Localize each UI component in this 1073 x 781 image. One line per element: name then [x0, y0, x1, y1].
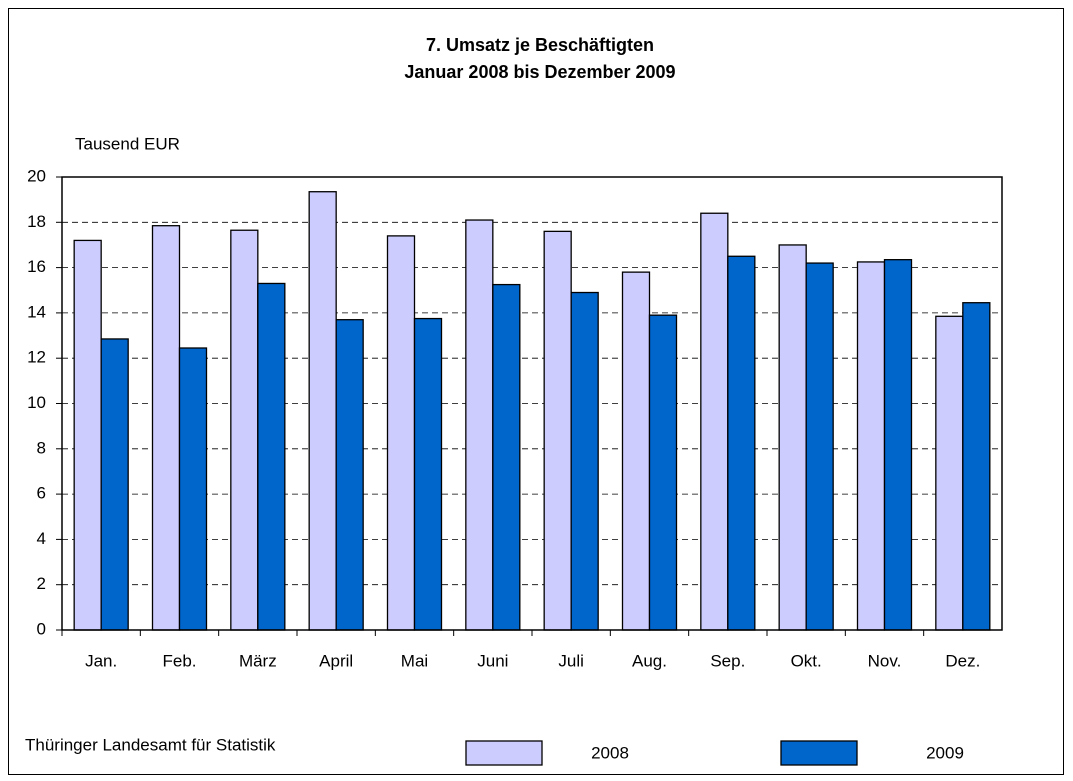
y-tick-label: 8: [37, 438, 46, 457]
x-tick-label: Nov.: [868, 651, 902, 670]
bar: [935, 315, 964, 631]
bar: [492, 283, 521, 631]
x-tick-label: Feb.: [162, 651, 196, 670]
y-tick-label: 20: [27, 166, 46, 185]
x-tick-label: Juli: [558, 651, 584, 670]
y-tick-label: 10: [27, 393, 46, 412]
bar: [335, 319, 364, 631]
bar: [883, 259, 913, 631]
chart-subtitle: Januar 2008 bis Dezember 2009: [404, 62, 675, 82]
y-tick-label: 4: [37, 529, 46, 548]
bar: [727, 255, 756, 631]
chart-title: 7. Umsatz je Beschäftigten: [426, 35, 654, 55]
bar: [805, 262, 834, 631]
bar: [308, 191, 337, 631]
y-tick-label: 14: [27, 302, 46, 321]
bar: [648, 314, 678, 631]
bar: [100, 338, 129, 631]
x-tick-label: Mai: [401, 651, 428, 670]
legend-swatch: [780, 740, 858, 766]
x-tick-label: Aug.: [632, 651, 667, 670]
legend-label: 2008: [591, 743, 629, 762]
y-tick-label: 18: [27, 212, 46, 231]
bar: [700, 212, 729, 631]
bar: [856, 261, 886, 631]
source: Thüringer Landesamt für Statistik: [25, 735, 276, 754]
y-tick-label: 12: [27, 348, 46, 367]
x-tick-label: Okt.: [791, 651, 822, 670]
bar: [73, 239, 102, 631]
bar: [621, 271, 651, 631]
x-tick-label: Dez.: [945, 651, 980, 670]
y-tick-label: 6: [37, 484, 46, 503]
x-tick-label: Sep.: [710, 651, 745, 670]
bar: [230, 229, 259, 631]
bar: [386, 235, 416, 631]
bar: [178, 347, 208, 631]
bar: [543, 230, 572, 631]
x-tick-label: Jan.: [85, 651, 117, 670]
bar: [413, 317, 443, 631]
y-tick-label: 2: [37, 574, 46, 593]
bar: [778, 244, 807, 631]
y-axis-label: Tausend EUR: [75, 134, 180, 153]
bar: [257, 282, 286, 631]
plot-frame: [61, 176, 1003, 631]
x-tick-label: Juni: [477, 651, 508, 670]
bar: [151, 225, 181, 631]
y-tick-label: 16: [27, 257, 46, 276]
legend-label: 2009: [926, 743, 964, 762]
bar: [962, 302, 991, 631]
legend-swatch: [465, 740, 543, 766]
x-tick-label: März: [239, 651, 277, 670]
bar: [570, 291, 599, 631]
y-tick-label: 0: [37, 619, 46, 638]
x-tick-label: April: [319, 651, 353, 670]
bar: [465, 219, 494, 631]
